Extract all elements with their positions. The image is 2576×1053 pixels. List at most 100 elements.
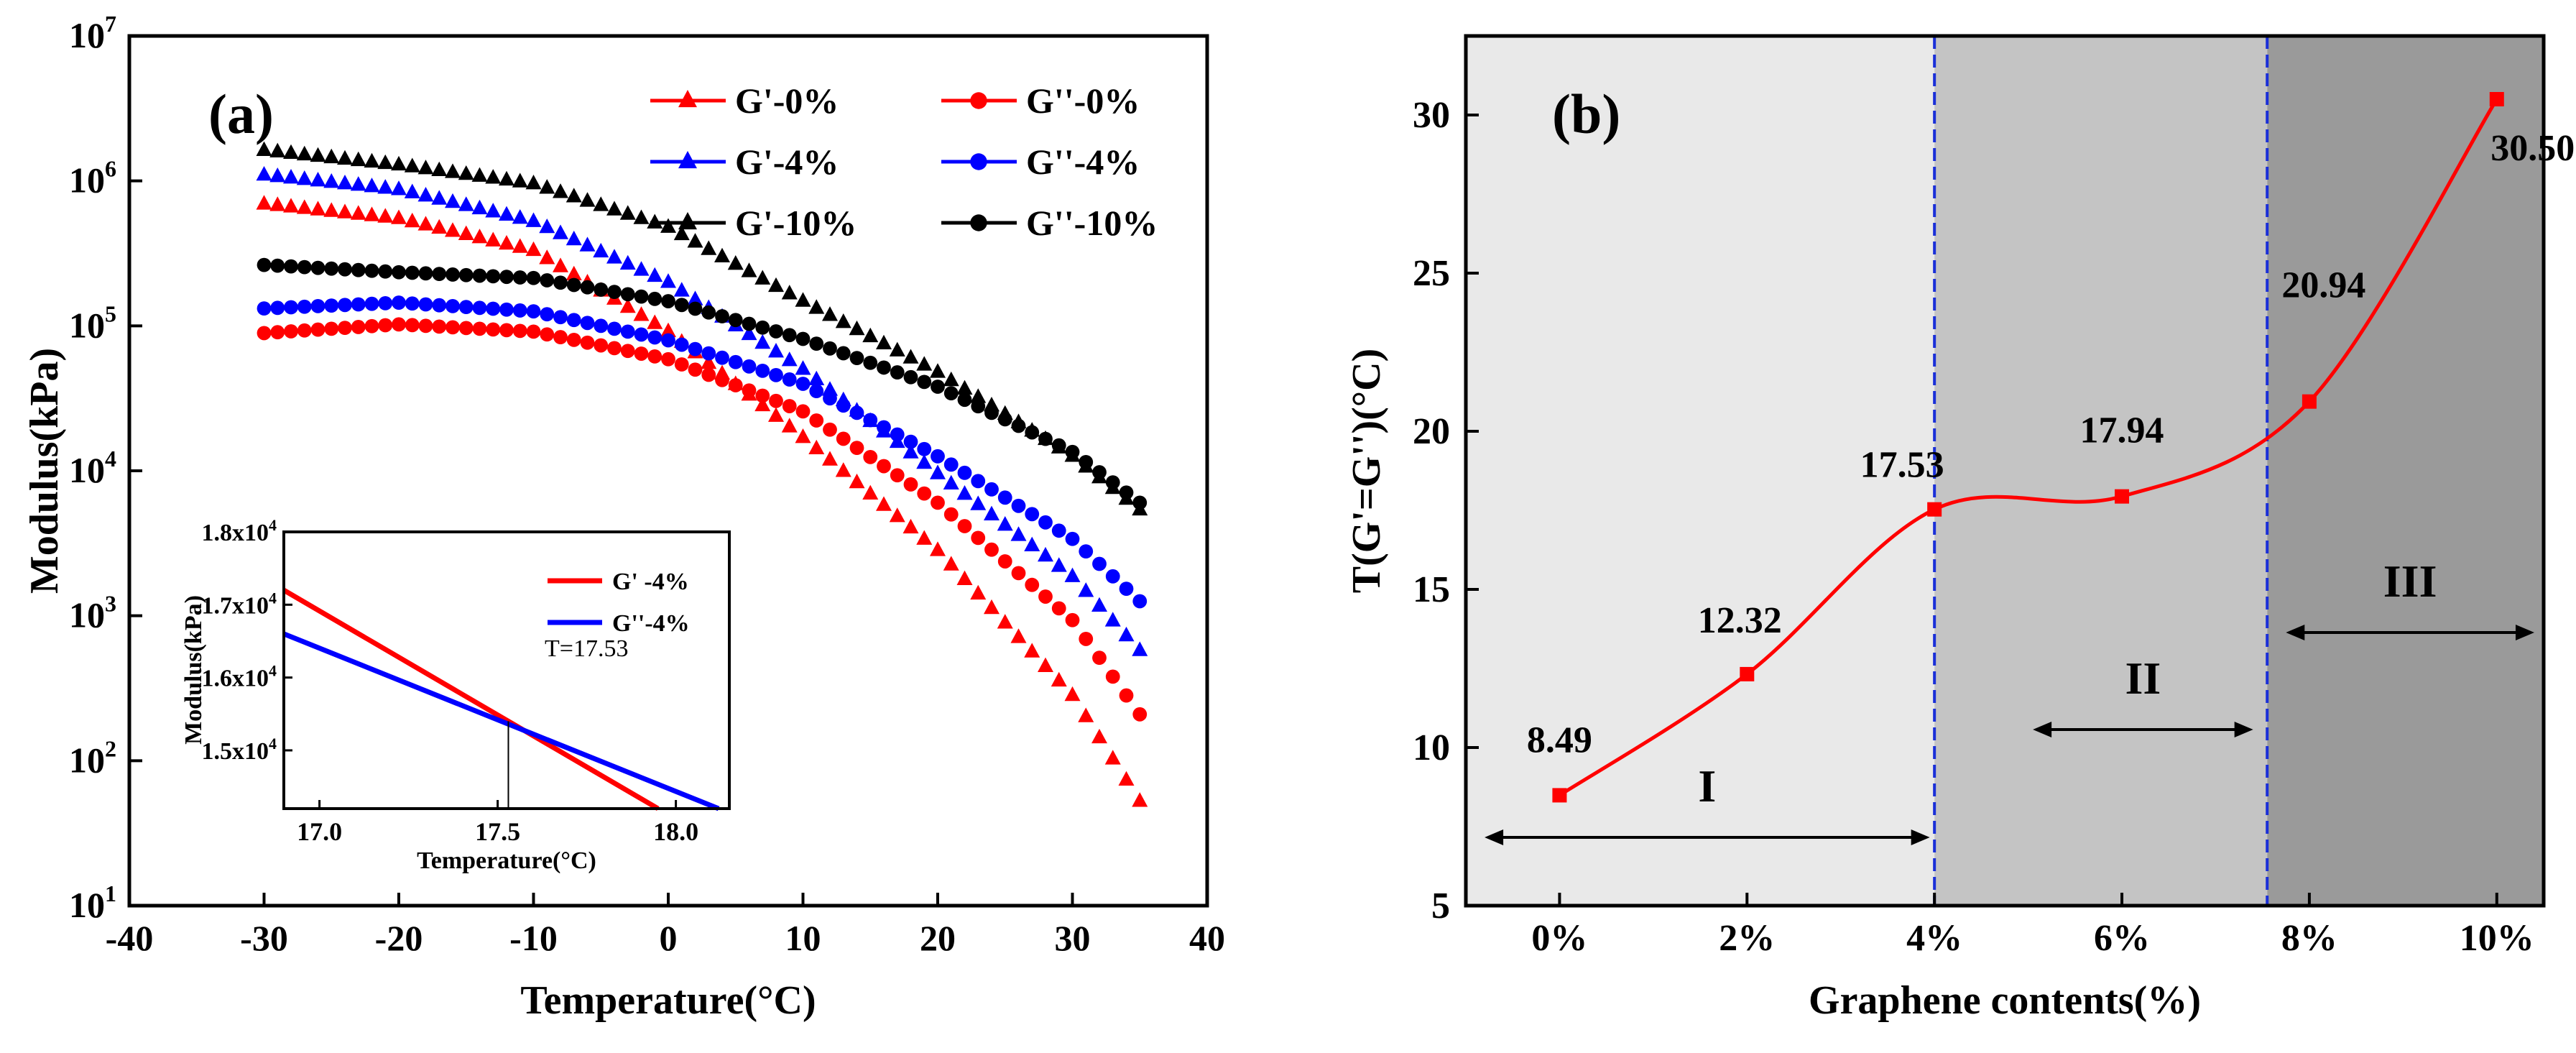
panel-a-data-point <box>931 449 945 464</box>
panel-a-y-tick-label: 105 <box>69 300 116 345</box>
panel-a-data-point <box>296 170 313 185</box>
panel-b-x-tick-label: 10% <box>2460 918 2534 959</box>
panel-a-data-point <box>324 321 339 336</box>
panel-a-data-point <box>1132 707 1148 722</box>
panel-a-data-point <box>863 355 878 370</box>
panel-a-data-point <box>540 273 555 288</box>
panel-a-data-point <box>943 457 959 472</box>
panel-a-data-point <box>417 160 434 175</box>
panel-a-data-point <box>849 320 865 336</box>
legend-label: G''-4% <box>1026 142 1140 182</box>
panel-a-data-point <box>849 473 865 489</box>
panel-a-data-point <box>607 341 622 356</box>
panel-a-data-point <box>269 142 286 158</box>
panel-a-data-point <box>782 372 797 387</box>
panel-a-data-point <box>417 216 434 231</box>
panel-a-data-point <box>404 212 420 228</box>
arrow-head-right <box>2234 722 2253 737</box>
inset-series-line <box>282 588 660 811</box>
panel-a-data-point <box>364 296 379 311</box>
panel-b-y-tick-label: 15 <box>1413 569 1450 610</box>
panel-a-data-point <box>742 383 757 398</box>
panel-a-data-point <box>956 380 973 395</box>
panel-a-data-point <box>323 202 340 217</box>
panel-a-data-point <box>916 530 933 545</box>
panel-a-data-point <box>418 266 433 281</box>
panel-a-data-point <box>971 399 986 414</box>
panel-a-data-point <box>970 388 987 403</box>
panel-a-data-point <box>1119 485 1134 500</box>
panel-a-data-point <box>849 405 864 420</box>
panel-a-data-point <box>701 305 716 320</box>
panel-a-data-point <box>1105 475 1120 490</box>
panel-a-data-point <box>525 212 542 227</box>
panel-a-series-g-0- <box>256 195 1148 807</box>
panel-b-ticks: 0% 2% 4% 6% 8% 10% 5 10 15 20 25 30 <box>1413 95 2534 959</box>
panel-b-region-shade <box>1466 36 1935 906</box>
panel-a-data-point <box>889 507 905 523</box>
panel-a-data-point <box>392 317 406 332</box>
panel-a-data-point <box>405 296 420 311</box>
panel-a-data-point <box>377 154 394 170</box>
panel-b-data-point <box>2302 394 2317 409</box>
panel-a-data-point <box>782 328 797 343</box>
panel-a-data-point <box>512 209 528 224</box>
panel-a-legend-entry: G''-4% <box>941 142 1140 182</box>
panel-a-data-point <box>619 254 636 270</box>
panel-a-data-point <box>1038 657 1053 672</box>
panel-a-data-point <box>1118 771 1135 786</box>
panel-a-data-point <box>930 363 946 378</box>
panel-a-data-point <box>890 427 905 442</box>
panel-a-data-point <box>715 372 729 387</box>
inset-x-label: Temperature(°C) <box>417 847 596 874</box>
panel-a-data-point <box>539 179 555 194</box>
panel-a-data-point <box>391 209 407 224</box>
legend-marker <box>678 90 697 108</box>
panel-a-data-point <box>512 173 528 188</box>
panel-a-data-point <box>323 173 340 188</box>
panel-a-data-point <box>525 175 542 190</box>
panel-a-data-point <box>701 354 717 369</box>
panel-a-data-point <box>485 169 502 184</box>
panel-a-data-point <box>1091 597 1107 612</box>
panel-a-data-point <box>795 292 811 307</box>
panel-a-data-point <box>862 327 879 343</box>
panel-a-data-point <box>754 396 771 412</box>
panel-a-data-point <box>351 262 366 277</box>
panel-b-y-tick-label: 5 <box>1431 886 1450 926</box>
panel-a-data-point <box>553 330 568 344</box>
panel-a-data-point <box>634 346 649 361</box>
panel-a-data-point <box>647 267 663 282</box>
panel-a-data-point <box>526 304 541 319</box>
panel-a-data-point <box>688 301 703 316</box>
panel-a-data-point <box>1051 671 1067 687</box>
panel-a-data-point <box>633 306 650 321</box>
panel-a-data-point <box>835 313 851 328</box>
panel-a-data-point <box>418 297 433 312</box>
panel-b-shaded-regions <box>1466 36 2544 906</box>
panel-a-data-point <box>997 490 1012 505</box>
panel-a-data-point <box>741 262 757 277</box>
legend-marker <box>970 92 987 109</box>
panel-a-y-label: Modulus(kPa) <box>22 348 67 594</box>
panel-a-data-point <box>526 324 541 339</box>
panel-a-data-point <box>1132 594 1148 609</box>
panel-a-data-point <box>566 313 581 328</box>
panel-a-y-tick-label: 104 <box>69 446 116 490</box>
panel-a-data-point <box>270 258 285 273</box>
panel-a-data-point <box>391 180 407 196</box>
panel-b-y-tick-label: 10 <box>1413 727 1450 768</box>
panel-a-data-point <box>1065 531 1080 546</box>
panel-a-data-point <box>1079 544 1094 559</box>
panel-a-data-point <box>836 346 851 361</box>
panel-a-data-point <box>633 209 650 224</box>
panel-a-data-point <box>701 367 716 382</box>
panel-a-data-point <box>822 451 838 466</box>
panel-a-data-point <box>593 242 609 258</box>
inset-x-tick-label: 17.0 <box>297 817 342 846</box>
panel-a-data-point <box>364 263 379 278</box>
panel-a-data-point <box>553 224 568 239</box>
panel-a-legend-entry: G'-0% <box>650 81 839 121</box>
panel-a-data-point <box>808 299 825 314</box>
